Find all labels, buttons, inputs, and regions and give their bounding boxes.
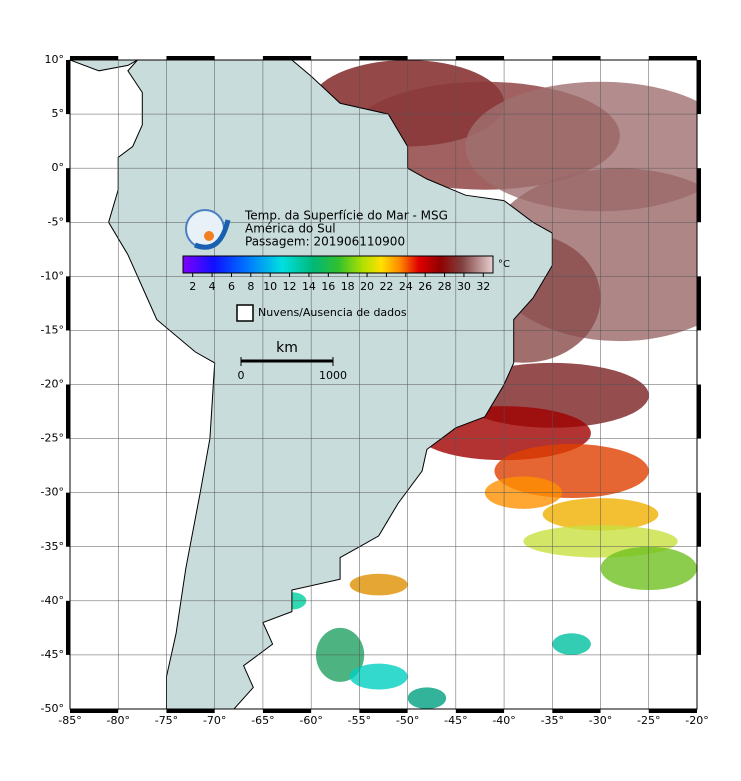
y-tick-label: -50° [41,702,64,715]
frame-band [262,709,312,713]
title-line: América do Sul [245,222,336,236]
frame-band [70,56,119,60]
frame-band [66,492,70,547]
sst-patch [407,687,447,709]
logo-arrow [194,219,231,250]
y-tick-label: 5° [52,107,65,120]
colorbar-tick-label: 6 [228,280,235,293]
frame-band [359,56,408,60]
frame-band [166,56,215,60]
x-tick-label: -35° [541,714,564,727]
legend-label: Nuvens/Ausencia de dados [258,306,407,319]
colorbar-tick-label: 14 [302,280,316,293]
colorbar-tick-label: 24 [399,280,413,293]
logo-sun [204,231,214,241]
colorbar-unit: °C [498,259,510,270]
y-tick-label: -40° [41,594,64,607]
y-tick-label: -20° [41,378,64,391]
colorbar-tick-label: 32 [476,280,490,293]
scale-unit: km [276,340,298,356]
y-tick-label: 10° [45,53,65,66]
colorbar-tick-label: 12 [283,280,297,293]
legend-swatch [236,304,254,322]
title-line: Temp. da Superfície do Mar - MSG [244,209,448,223]
colorbar-tick-label: 2 [189,280,196,293]
colorbar-tick-label: 30 [457,280,471,293]
colorbar-tick-label: 16 [321,280,335,293]
y-tick-label: -10° [41,269,64,282]
frame-band [66,60,70,115]
frame-band [262,56,312,60]
colorbar-tick-label: 18 [341,280,355,293]
frame-band [66,384,70,439]
frame-band [648,56,697,60]
y-tick-label: -15° [41,323,64,336]
frame-band [697,276,701,331]
frame-band [697,600,701,655]
x-tick-label: -40° [492,714,515,727]
sst-patch [552,633,591,655]
frame-band [648,709,697,713]
colorbar-tick-label: 4 [209,280,216,293]
x-tick-label: -20° [685,714,708,727]
frame-band [70,709,119,713]
y-tick-label: -30° [41,486,64,499]
x-tick-label: -85° [58,714,81,727]
x-tick-label: -70° [203,714,226,727]
frame-band [359,709,408,713]
frame-band [66,276,70,331]
y-tick-label: -5° [48,215,64,228]
frame-band [697,492,701,547]
frame-band [697,384,701,439]
frame-band [66,600,70,655]
central-america [70,60,139,72]
x-tick-label: -55° [348,714,371,727]
x-tick-label: -45° [444,714,467,727]
colorbar-tick-label: 26 [418,280,432,293]
x-tick-label: -25° [637,714,660,727]
y-tick-label: 0° [52,161,65,174]
x-tick-label: -30° [589,714,612,727]
frame-band [697,60,701,115]
sst-patch [349,573,408,596]
title-line: Passagem: 201906110900 [245,235,405,249]
colorbar-tick-label: 8 [247,280,254,293]
sst-patch [349,663,408,690]
colorbar-tick-label: 28 [438,280,452,293]
frame-band [697,168,701,223]
x-tick-label: -50° [396,714,419,727]
y-tick-label: -35° [41,540,64,553]
x-tick-label: -60° [299,714,322,727]
frame-band [552,709,601,713]
frame-band [455,56,505,60]
colorbar-tick-label: 22 [379,280,393,293]
y-tick-label: -45° [41,648,64,661]
frame-band [66,168,70,223]
x-tick-label: -75° [155,714,178,727]
scale-label: 0 [238,369,245,382]
y-tick-label: -25° [41,432,64,445]
colorbar-tick-label: 20 [360,280,374,293]
scale-label: 1000 [319,369,347,382]
frame-band [455,709,505,713]
frame-band [166,709,215,713]
colorbar [182,255,494,274]
colorbar-tick-label: 10 [263,280,277,293]
x-tick-label: -65° [251,714,274,727]
frame-band [552,56,601,60]
x-tick-label: -80° [106,714,129,727]
